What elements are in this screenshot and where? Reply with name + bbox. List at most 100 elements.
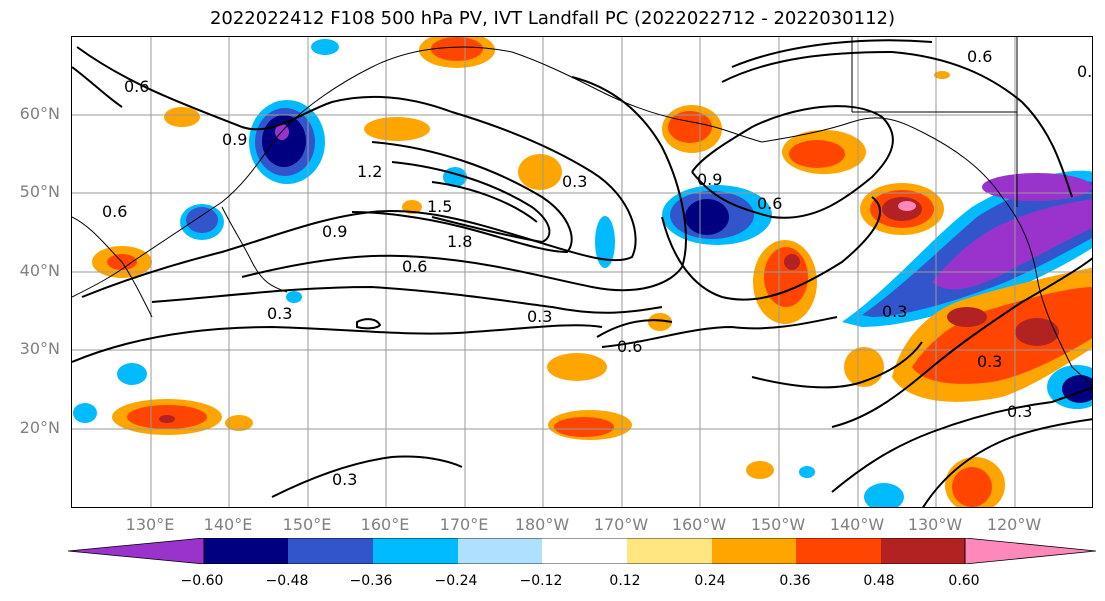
colorbar-tick-label: −0.60	[180, 573, 224, 589]
neg-blob	[286, 291, 302, 303]
neg-blob	[685, 199, 729, 235]
lon-label: 170°W	[593, 515, 649, 534]
contour-line	[661, 196, 882, 301]
contour-label: 0.6	[124, 77, 149, 96]
pos-blob	[554, 417, 614, 437]
lon-label: 120°W	[986, 515, 1042, 534]
colorbar-extend-right	[964, 538, 1096, 564]
colorbar-swatch	[204, 538, 288, 564]
colorbar-tick-label: 0.48	[863, 573, 895, 589]
neg-blob	[595, 216, 615, 268]
contour-line	[731, 39, 933, 68]
contour-line	[691, 105, 894, 219]
colorbar-swatch	[712, 538, 796, 564]
pos-blob	[789, 140, 845, 168]
lat-label: 40°N	[19, 261, 60, 280]
neg-blob	[262, 115, 306, 167]
lat-label: 60°N	[19, 104, 60, 123]
contour-line	[596, 319, 673, 338]
contour-line	[76, 46, 637, 298]
contour-line	[271, 455, 463, 498]
lat-label: 50°N	[19, 182, 60, 201]
contour-line	[351, 141, 573, 254]
neg-blob	[117, 363, 147, 385]
colorbar-swatch	[881, 538, 965, 564]
pos-blob	[159, 415, 175, 423]
pos-blob	[898, 201, 916, 211]
colorbar-frame	[203, 538, 966, 564]
contour-line	[151, 285, 663, 314]
pos-blob	[431, 37, 483, 61]
lon-label: 140°W	[829, 515, 885, 534]
pos-blob	[225, 415, 253, 431]
contour-line	[356, 318, 382, 330]
lon-label: 160°E	[360, 515, 410, 534]
pos-blob	[784, 254, 800, 270]
map-canvas: 0.6 0.9 1.2 1.5 1.8 0.9 0.6 0.3 0.3 0.6 …	[72, 37, 1092, 507]
contour-label: 0.6	[967, 47, 992, 66]
pos-blob	[164, 107, 200, 127]
contour-label: 1.5	[427, 197, 452, 216]
colorbar-tick-label: −0.48	[265, 573, 309, 589]
lon-label: 140°E	[203, 515, 253, 534]
pv-contours	[72, 39, 1092, 507]
colorbar-swatch	[288, 538, 373, 564]
contour-label: 0.6	[402, 257, 427, 276]
contour-label-group: 0.6 0.9 1.2 1.5 1.8 0.9 0.6 0.3 0.3 0.6 …	[102, 47, 1092, 489]
colorbar-extend-left	[68, 538, 205, 564]
neg-blob	[73, 403, 97, 423]
pos-blob	[952, 467, 992, 507]
pos-blob	[764, 247, 808, 307]
lon-label: 130°W	[907, 515, 963, 534]
contour-line	[391, 161, 551, 244]
map-panel: 0.6 0.9 1.2 1.5 1.8 0.9 0.6 0.3 0.3 0.6 …	[71, 36, 1093, 508]
pos-blob	[364, 117, 430, 141]
neg-blob	[311, 39, 339, 55]
colorbar-tick-label: −0.24	[434, 573, 478, 589]
neg-blob	[932, 199, 1092, 290]
contour-line	[721, 50, 1073, 198]
colorbar-swatch	[458, 538, 542, 564]
colorbar-swatch	[796, 538, 881, 564]
contour-label: 0.3	[882, 302, 907, 321]
contour-label: 1.8	[447, 232, 472, 251]
lon-label: 150°W	[750, 515, 806, 534]
lon-label: 130°E	[125, 515, 175, 534]
contour-label: 0.6	[617, 337, 642, 356]
contour-line	[831, 386, 1092, 493]
neg-blob	[864, 483, 904, 507]
neg-blob	[186, 207, 218, 233]
colorbar-swatch	[542, 538, 627, 564]
colorbar-tick-label: 0.36	[779, 573, 811, 589]
graticule	[72, 37, 1092, 507]
contour-label: 1.2	[357, 162, 382, 181]
colorbar-swatch	[627, 538, 712, 564]
contour-label: 0.3	[977, 352, 1002, 371]
shaded-anomalies	[73, 37, 1092, 507]
pos-blob	[934, 71, 950, 79]
contour-line	[601, 316, 838, 348]
lon-label: 150°E	[282, 515, 332, 534]
colorbar-tick-label: −0.36	[349, 573, 393, 589]
pos-blob	[746, 461, 774, 479]
lat-label: 20°N	[19, 418, 60, 437]
colorbar-tick-label: 0.12	[609, 573, 641, 589]
contour-label: 0.3	[562, 172, 587, 191]
coastline	[72, 46, 1092, 386]
coastline-japan	[221, 206, 288, 293]
pos-blob	[547, 353, 607, 381]
pos-blob	[668, 111, 712, 143]
neg-blob	[982, 173, 1092, 201]
contour-label: 0.3	[332, 470, 357, 489]
contour-label: 0.3	[527, 307, 552, 326]
colorbar-tick-label: 0.24	[694, 573, 726, 589]
lon-label: 180°W	[514, 515, 570, 534]
colorbar-tick-label: −0.12	[519, 573, 563, 589]
contour-line	[831, 257, 1092, 428]
pos-blob	[402, 200, 422, 214]
contour-line	[431, 181, 538, 223]
coastline-asia	[72, 216, 153, 318]
pos-blob	[1015, 318, 1059, 346]
contour-line	[922, 418, 1092, 507]
lon-label: 170°E	[439, 515, 489, 534]
